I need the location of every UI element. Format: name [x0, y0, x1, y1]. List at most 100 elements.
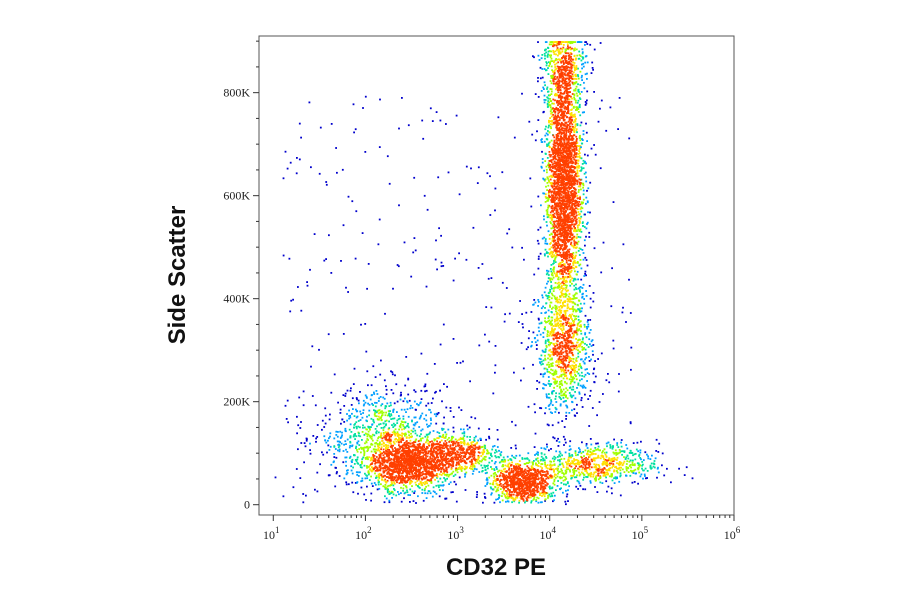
event-dot — [510, 497, 513, 500]
event-dot — [544, 481, 547, 484]
event-dot — [379, 468, 382, 470]
event-dot — [378, 477, 381, 479]
event-dot — [408, 446, 410, 448]
event-dot — [574, 467, 576, 470]
event-dot — [585, 476, 587, 478]
event-dot — [533, 494, 536, 497]
event-dot — [384, 464, 387, 467]
event-dot — [503, 493, 506, 496]
event-dot — [593, 463, 596, 466]
event-dot — [391, 373, 394, 376]
event-dot — [522, 490, 524, 493]
event-dot — [584, 449, 587, 452]
event-dot — [605, 473, 608, 476]
event-dot — [586, 447, 589, 449]
event-dot — [490, 466, 492, 468]
event-dot — [555, 317, 558, 320]
event-dot — [383, 432, 385, 435]
event-dot — [540, 478, 543, 480]
event-dot — [544, 179, 546, 182]
event-dot — [462, 438, 465, 440]
event-dot — [560, 114, 563, 117]
event-dot — [416, 421, 419, 424]
event-dot — [436, 460, 439, 463]
event-dot — [410, 432, 412, 435]
event-dot — [403, 408, 406, 411]
event-dot — [483, 458, 485, 460]
event-dot — [434, 451, 437, 454]
event-dot — [432, 486, 435, 489]
event-dot — [569, 196, 572, 199]
event-dot — [394, 449, 397, 452]
event-dot — [363, 403, 366, 406]
event-dot — [392, 484, 395, 487]
event-dot — [357, 440, 360, 443]
event-dot — [497, 470, 499, 473]
event-dot — [428, 490, 431, 493]
event-dot — [385, 423, 387, 426]
event-dot — [514, 474, 516, 477]
event-dot — [533, 493, 536, 496]
event-dot — [361, 462, 363, 465]
event-dot — [563, 265, 566, 268]
event-dot — [438, 465, 441, 468]
event-dot — [423, 483, 426, 486]
event-dot — [387, 444, 390, 447]
event-dot — [420, 352, 423, 355]
event-dot — [441, 446, 444, 449]
event-dot — [520, 495, 523, 498]
event-dot — [579, 289, 581, 292]
event-dot — [393, 470, 396, 472]
event-dot — [518, 467, 520, 470]
event-dot — [528, 459, 531, 462]
event-dot — [577, 287, 580, 290]
event-dot — [502, 483, 505, 486]
event-dot — [598, 466, 601, 469]
event-dot — [369, 428, 371, 431]
event-dot — [400, 481, 402, 484]
event-dot — [554, 181, 556, 184]
event-dot — [458, 406, 460, 409]
event-dot — [423, 443, 425, 446]
event-dot — [465, 471, 468, 474]
event-dot — [437, 412, 440, 414]
event-dot — [474, 447, 477, 450]
event-dot — [553, 480, 556, 483]
event-dot — [348, 409, 350, 412]
event-dot — [593, 466, 596, 469]
event-dot — [527, 494, 530, 497]
event-dot — [590, 466, 593, 469]
event-dot — [571, 206, 574, 209]
event-dot — [401, 435, 403, 437]
event-dot — [390, 474, 393, 476]
event-dot — [386, 439, 389, 441]
event-dot — [510, 469, 513, 472]
event-dot — [397, 435, 399, 437]
event-dot — [534, 486, 537, 488]
event-dot — [528, 484, 531, 487]
event-dot — [430, 422, 432, 425]
event-dot — [458, 463, 460, 465]
event-dot — [402, 458, 405, 460]
event-dot — [542, 477, 545, 480]
event-dot — [424, 390, 426, 393]
event-dot — [355, 460, 358, 463]
event-dot — [391, 454, 394, 456]
event-dot — [589, 480, 592, 482]
event-dot — [374, 460, 376, 462]
event-dot — [503, 487, 505, 490]
event-dot — [402, 425, 405, 428]
event-dot — [377, 445, 380, 448]
event-dot — [358, 448, 361, 450]
event-dot — [404, 465, 407, 467]
event-dot — [488, 476, 491, 479]
event-dot — [447, 428, 450, 431]
event-dot — [585, 443, 588, 445]
event-dot — [411, 407, 414, 409]
event-dot — [563, 218, 566, 220]
event-dot — [654, 457, 657, 460]
event-dot — [519, 483, 522, 486]
event-dot — [401, 453, 404, 456]
event-dot — [587, 187, 590, 190]
event-dot — [459, 447, 462, 449]
